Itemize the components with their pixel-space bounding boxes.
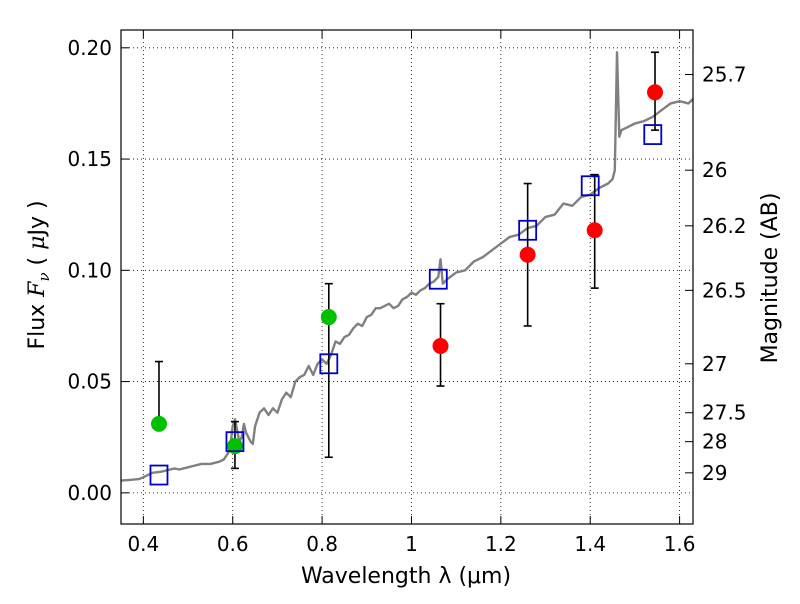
- x-tick-label: 0.8: [306, 532, 338, 556]
- y-tick-label: 0.10: [67, 258, 112, 282]
- model-photometry-square: [580, 175, 600, 197]
- x-tick-label: 1.6: [664, 532, 696, 556]
- secondary-y-axis-label: Magnitude (AB): [758, 193, 783, 364]
- model-photometry-square: [428, 268, 448, 290]
- data-point-red: [519, 246, 536, 263]
- magnitude-tick-label: 27: [702, 352, 727, 376]
- x-tick-label: 0.6: [217, 532, 249, 556]
- x-tick-label: 0.4: [127, 532, 159, 556]
- y-tick-label: 0.05: [67, 370, 112, 394]
- y-axis-label: Flux Fν ( μJy ): [25, 200, 53, 349]
- magnitude-tick-label: 26: [702, 158, 727, 182]
- x-tick-label: 1.4: [574, 532, 606, 556]
- data-point-red: [432, 337, 449, 354]
- data-point-green: [150, 415, 167, 432]
- data-point-red: [586, 222, 603, 239]
- model-spectrum-layer: [120, 51, 694, 482]
- magnitude-tick-label: 28: [702, 430, 727, 454]
- plot-frame: [120, 29, 694, 525]
- model-photometry-square: [319, 353, 339, 375]
- x-axis-label: Wavelength λ (μm): [301, 564, 511, 589]
- x-tick-label: 1.2: [485, 532, 517, 556]
- model-photometry-square: [643, 124, 663, 145]
- tick-layer: 0.4 0.6 0.8 1 1.2 1.4 1.6 0.00 0.05 0.10 0.15 0.20 2…: [67, 30, 747, 556]
- model-photometry-square: [225, 431, 245, 453]
- y-tick-label: 0.00: [67, 481, 112, 505]
- magnitude-tick-label: 25.7: [702, 63, 747, 87]
- marker-layer: [149, 84, 664, 486]
- x-tick-label: 1: [405, 532, 418, 556]
- magnitude-tick-label: 26.2: [702, 214, 747, 238]
- model-photometry-square: [149, 464, 169, 486]
- magnitude-tick-label: 29: [702, 461, 727, 485]
- model-photometry-square: [518, 219, 538, 241]
- magnitude-tick-label: 26.5: [702, 278, 747, 302]
- y-tick-label: 0.15: [67, 147, 112, 171]
- data-point-green: [226, 438, 243, 455]
- model-spectrum-line: [120, 51, 694, 482]
- y-tick-label: 0.20: [67, 36, 112, 60]
- data-point-red: [647, 84, 664, 101]
- magnitude-tick-label: 27.5: [702, 401, 747, 425]
- grid-layer: [121, 30, 693, 524]
- data-point-green: [320, 309, 337, 326]
